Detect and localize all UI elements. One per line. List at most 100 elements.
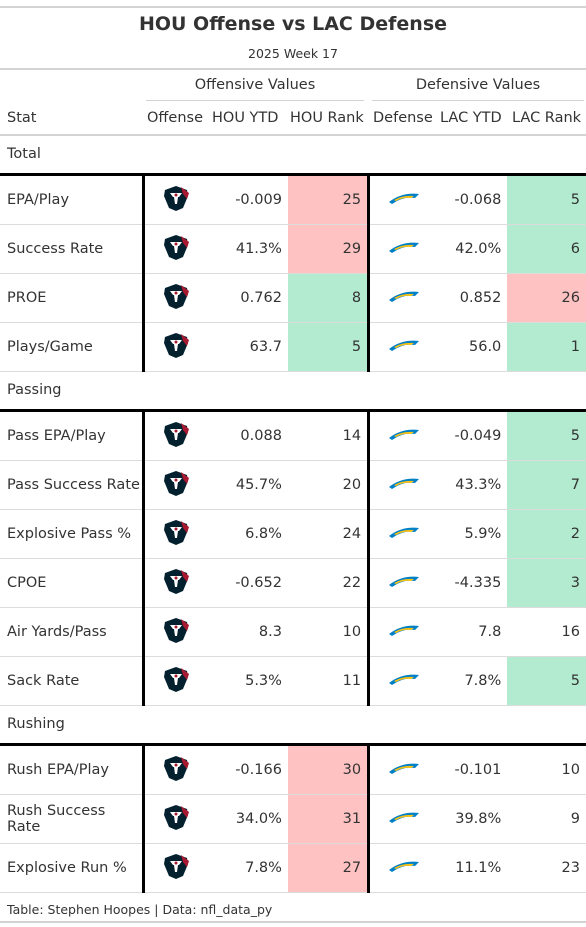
group-table: EPA/Play -0.009 25 -0.068 5 Success Rate 41… — [0, 176, 586, 372]
lac-rank-value: 3 — [507, 558, 586, 608]
stat-name: CPOE — [0, 558, 144, 608]
spanner-defense-line — [372, 100, 584, 101]
hou-rank-value: 22 — [287, 558, 369, 608]
hou-ytd-value: 5.3% — [207, 656, 288, 706]
chargers-logo-icon — [367, 509, 439, 559]
top-rule — [0, 6, 586, 8]
lac-ytd-value: 7.8% — [438, 656, 508, 706]
spanner-offense: Offensive Values — [194, 77, 316, 93]
group-top-border — [0, 409, 586, 412]
group-top-border — [0, 173, 586, 176]
group-label: Rushing — [7, 716, 65, 732]
table-row: Air Yards/Pass 8.3 10 7.8 16 — [0, 607, 586, 657]
texans-logo-icon — [141, 412, 208, 461]
lac-ytd-value: 39.8% — [438, 794, 508, 844]
lac-rank-value: 1 — [507, 322, 586, 372]
hou-rank-value: 5 — [287, 322, 369, 372]
texans-logo-icon — [141, 794, 208, 844]
hou-ytd-value: 63.7 — [207, 322, 288, 372]
table-footer: Table: Stephen Hoopes | Data: nfl_data_p… — [7, 902, 273, 917]
lac-rank-value: 5 — [507, 176, 586, 225]
table-row: EPA/Play -0.009 25 -0.068 5 — [0, 176, 586, 225]
chargers-logo-icon — [367, 794, 439, 844]
group-table: Rush EPA/Play -0.166 30 -0.101 10 Rush Succ… — [0, 746, 586, 893]
lac-rank-value: 5 — [507, 412, 586, 461]
texans-logo-icon — [141, 224, 208, 274]
stat-name: Pass Success Rate — [0, 460, 144, 510]
table-row: Pass Success Rate 45.7% 20 43.3% 7 — [0, 460, 586, 510]
table-row: Pass EPA/Play 0.088 14 -0.049 5 — [0, 412, 586, 461]
stat-name: Pass EPA/Play — [0, 412, 144, 461]
lac-rank-value: 6 — [507, 224, 586, 274]
table-row: Rush EPA/Play -0.166 30 -0.101 10 — [0, 746, 586, 795]
hou-rank-value: 25 — [287, 176, 369, 225]
lac-ytd-value: 43.3% — [438, 460, 508, 510]
hou-ytd-value: 7.8% — [207, 843, 288, 893]
texans-logo-icon — [141, 273, 208, 323]
col-offense: Offense — [147, 110, 203, 126]
hou-rank-value: 29 — [287, 224, 369, 274]
hou-rank-value: 8 — [287, 273, 369, 323]
hou-rank-value: 20 — [287, 460, 369, 510]
hou-ytd-value: -0.652 — [207, 558, 288, 608]
table-title: HOU Offense vs LAC Defense — [138, 13, 448, 35]
texans-logo-icon — [141, 322, 208, 372]
hou-ytd-value: 34.0% — [207, 794, 288, 844]
table-row: CPOE -0.652 22 -4.335 3 — [0, 558, 586, 608]
chargers-logo-icon — [367, 460, 439, 510]
lac-ytd-value: -0.101 — [438, 746, 508, 795]
chargers-logo-icon — [367, 607, 439, 657]
lac-ytd-value: -4.335 — [438, 558, 508, 608]
lac-ytd-value: -0.049 — [438, 412, 508, 461]
col-defense: Defense — [373, 110, 433, 126]
stat-name: Success Rate — [0, 224, 144, 274]
table-row: Explosive Pass % 6.8% 24 5.9% 2 — [0, 509, 586, 559]
stat-name: EPA/Play — [0, 176, 144, 225]
lac-rank-value: 26 — [507, 273, 586, 323]
lac-ytd-value: 11.1% — [438, 843, 508, 893]
texans-logo-icon — [141, 607, 208, 657]
chargers-logo-icon — [367, 558, 439, 608]
lac-ytd-value: 56.0 — [438, 322, 508, 372]
colhead-rule — [0, 134, 586, 136]
texans-logo-icon — [141, 509, 208, 559]
col-hou-rank: HOU Rank — [290, 110, 364, 126]
lac-rank-value: 10 — [507, 746, 586, 795]
stat-name: Explosive Pass % — [0, 509, 144, 559]
table-row: Sack Rate 5.3% 11 7.8% 5 — [0, 656, 586, 706]
hou-rank-value: 24 — [287, 509, 369, 559]
texans-logo-icon — [141, 558, 208, 608]
chargers-logo-icon — [367, 412, 439, 461]
hou-ytd-value: -0.166 — [207, 746, 288, 795]
table-row: Plays/Game 63.7 5 56.0 1 — [0, 322, 586, 372]
table-subtitle: 2025 Week 17 — [248, 46, 338, 61]
hou-rank-value: 27 — [287, 843, 369, 893]
stat-name: Sack Rate — [0, 656, 144, 706]
lac-ytd-value: 0.852 — [438, 273, 508, 323]
hou-ytd-value: 0.088 — [207, 412, 288, 461]
bottom-rule — [0, 921, 586, 923]
hou-rank-value: 11 — [287, 656, 369, 706]
chargers-logo-icon — [367, 273, 439, 323]
hou-ytd-value: 0.762 — [207, 273, 288, 323]
chargers-logo-icon — [367, 322, 439, 372]
col-lac-rank: LAC Rank — [512, 110, 582, 126]
lac-ytd-value: 42.0% — [438, 224, 508, 274]
stat-name: Plays/Game — [0, 322, 144, 372]
lac-rank-value: 23 — [507, 843, 586, 893]
group-top-border — [0, 743, 586, 746]
stat-name: Air Yards/Pass — [0, 607, 144, 657]
hou-ytd-value: 41.3% — [207, 224, 288, 274]
spanner-defense: Defensive Values — [415, 77, 541, 93]
table-row: Rush Success Rate 34.0% 31 39.8% 9 — [0, 794, 586, 844]
stat-name: Rush EPA/Play — [0, 746, 144, 795]
hou-ytd-value: 45.7% — [207, 460, 288, 510]
col-hou-ytd: HOU YTD — [212, 110, 279, 126]
col-lac-ytd: LAC YTD — [440, 110, 502, 126]
lac-ytd-value: -0.068 — [438, 176, 508, 225]
group-table: Pass EPA/Play 0.088 14 -0.049 5 Pass Succes… — [0, 412, 586, 706]
lac-rank-value: 7 — [507, 460, 586, 510]
header-rule — [0, 68, 586, 70]
chargers-logo-icon — [367, 746, 439, 795]
chargers-logo-icon — [367, 176, 439, 225]
